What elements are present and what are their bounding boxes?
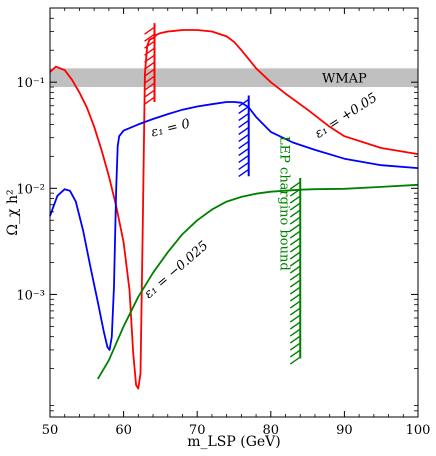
lep-cut-hatch: [289, 321, 301, 330]
red-cut-hatch: [144, 33, 155, 42]
lep-cut-hatch: [289, 314, 301, 323]
blue-cut-hatch: [238, 140, 250, 150]
x-tick-label: 90: [336, 423, 353, 438]
bounds-layer: [144, 23, 302, 365]
lep-cut-hatch: [289, 209, 301, 218]
lep-cut-hatch: [289, 195, 301, 204]
red-cut-hatch: [144, 75, 155, 84]
lep-cut-hatch: [289, 356, 301, 365]
blue-cut-hatch: [238, 112, 250, 122]
blue-cut-hatch: [238, 133, 250, 143]
series-layer: [49, 29, 419, 390]
x-tick-label: 100: [406, 423, 431, 438]
annotation-2: ε₁ = −0.025: [142, 238, 212, 301]
x-axis-title: m_LSP (GeV): [187, 434, 281, 450]
red-cut-hatch: [144, 40, 155, 49]
blue-cut-hatch: [238, 98, 250, 108]
annotation-1: ε₁ = +0.05: [312, 90, 380, 141]
series-line-0: [49, 29, 419, 390]
red-cut-hatch: [144, 47, 155, 56]
blue-cut-hatch: [238, 105, 250, 115]
wmap-band: [50, 68, 418, 88]
lep-cut-hatch: [289, 272, 301, 281]
wmap-label: WMAP: [322, 72, 367, 87]
lep-cut-hatch: [289, 293, 301, 302]
lep-cut-hatch: [289, 230, 301, 239]
lep-cut-hatch: [289, 349, 301, 358]
blue-cut-hatch: [238, 147, 250, 157]
red-cut-hatch: [144, 26, 155, 35]
y-tick-label: 10⁻²: [16, 182, 45, 197]
ticks-layer: 50 60 70 80 90 100 10⁻³ 10⁻² 10⁻¹: [16, 7, 431, 438]
lep-cut-hatch: [289, 216, 301, 225]
x-tick-label: 60: [115, 423, 132, 438]
lep-cut-hatch: [289, 335, 301, 344]
x-tick-label: 70: [189, 423, 206, 438]
blue-cut-bound: [238, 95, 250, 178]
lep-cut-hatch: [289, 188, 301, 197]
blue-cut-hatch: [238, 126, 250, 136]
lep-cut-hatch: [289, 258, 301, 267]
blue-cut-hatch: [238, 161, 250, 171]
lep-cut-hatch: [289, 223, 301, 232]
y-tick-label: 10⁻³: [16, 288, 45, 303]
y-tick-label: 10⁻¹: [16, 76, 45, 91]
red-cut-hatch: [144, 89, 155, 98]
lep-cut-hatch: [289, 251, 301, 260]
lep-cut-hatch: [289, 307, 301, 316]
lep-cut-hatch: [289, 181, 301, 190]
lep-cut-hatch: [289, 237, 301, 246]
x-tick-label: 80: [263, 423, 280, 438]
blue-cut-hatch: [238, 154, 250, 164]
annotation-3: LEP chargino bound: [276, 136, 291, 271]
lep-cut-hatch: [289, 328, 301, 337]
wmap-band-group: WMAP: [50, 68, 418, 88]
blue-cut-hatch: [238, 168, 250, 178]
lep-cut-hatch: [289, 202, 301, 211]
plot-frame: [49, 7, 419, 418]
red-cut-hatch: [144, 54, 155, 63]
lep-cut-hatch: [289, 279, 301, 288]
lep-cut-hatch: [289, 265, 301, 274]
red-cut-hatch: [144, 61, 155, 70]
lep-cut-hatch: [289, 286, 301, 295]
blue-cut-hatch: [238, 119, 250, 129]
lep-cut-hatch: [289, 244, 301, 253]
lep-cut-bound: [289, 178, 302, 365]
lep-cut-hatch: [289, 342, 301, 351]
y-axis-title: Ω_χ h²: [5, 189, 21, 235]
red-cut-hatch: [144, 68, 155, 77]
series-line-1: [49, 101, 419, 351]
x-tick-label: 50: [42, 423, 59, 438]
red-cut-bound: [144, 23, 156, 105]
series-line-2: [97, 183, 419, 380]
annotation-0: ε₁ = 0: [150, 116, 192, 140]
red-cut-hatch: [144, 82, 155, 91]
lep-cut-hatch: [289, 300, 301, 309]
red-cut-hatch: [144, 96, 155, 105]
